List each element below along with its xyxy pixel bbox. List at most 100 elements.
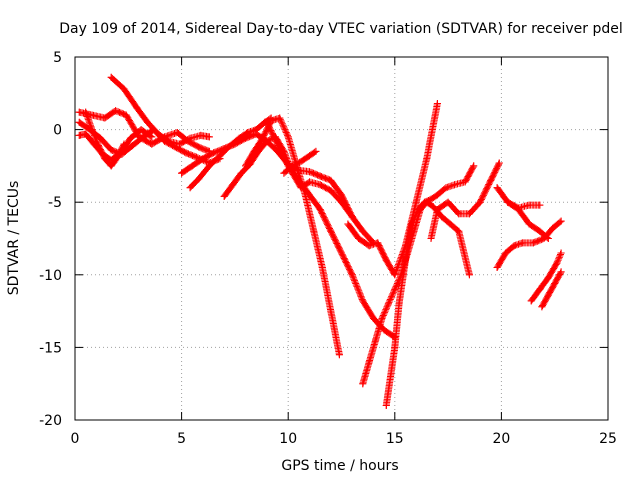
data-marker-trail <box>427 159 503 242</box>
data-point <box>382 401 390 409</box>
data-point <box>259 134 267 142</box>
data-point <box>195 143 203 151</box>
data-point <box>536 285 544 293</box>
data-point <box>382 256 390 264</box>
data-point <box>225 143 233 151</box>
data-point <box>316 181 324 189</box>
data-point <box>391 343 399 351</box>
data-point <box>399 271 407 279</box>
data-point <box>178 169 186 177</box>
data-point <box>551 280 559 288</box>
series-track-19 <box>527 249 565 305</box>
y-tick-label: -10 <box>39 268 62 284</box>
series-track-5 <box>107 73 213 148</box>
data-point <box>327 176 335 184</box>
data-point <box>408 220 416 228</box>
data-point <box>348 271 356 279</box>
series-track-14 <box>382 162 478 409</box>
data-point <box>210 149 218 157</box>
y-tick-label: -20 <box>39 413 62 429</box>
data-point <box>461 178 469 186</box>
data-point <box>94 142 102 150</box>
data-point <box>553 259 561 267</box>
data-point <box>338 191 345 199</box>
data-point <box>316 172 324 180</box>
data-point <box>442 184 450 192</box>
data-point <box>250 147 258 155</box>
data-point <box>107 146 115 154</box>
y-axis-title: SDTVAR / TECUs <box>6 181 22 296</box>
series-track-4 <box>82 108 128 170</box>
data-point <box>186 134 194 142</box>
data-point <box>529 239 537 247</box>
data-point <box>335 351 343 359</box>
x-tick-label: 25 <box>599 431 617 447</box>
data-point <box>280 169 288 177</box>
data-point <box>75 118 83 126</box>
data-point <box>384 300 392 308</box>
x-tick-label: 10 <box>279 431 297 447</box>
data-point <box>355 235 363 242</box>
data-point <box>476 198 484 206</box>
data-point <box>536 227 544 235</box>
data-point <box>274 140 282 148</box>
x-axis: 0 5 10 15 20 25 <box>71 57 617 447</box>
data-point <box>525 201 533 209</box>
data-point <box>276 114 284 122</box>
data-point <box>199 155 207 163</box>
data-point <box>173 129 181 137</box>
data-point <box>229 181 237 189</box>
data-point <box>205 162 213 170</box>
x-axis-title: GPS time / hours <box>281 458 398 474</box>
data-point <box>338 249 345 257</box>
x-tick-label: 15 <box>386 431 404 447</box>
data-point <box>495 159 503 167</box>
data-point <box>288 162 296 170</box>
plot-frame <box>74 56 609 421</box>
data-point <box>538 303 546 311</box>
data-point <box>438 213 446 221</box>
chart-grid <box>75 57 608 420</box>
data-point <box>557 217 565 225</box>
data-point <box>365 358 373 366</box>
data-point <box>75 108 83 116</box>
y-axis: 5 0 -5 -10 -15 -20 <box>39 50 608 429</box>
data-point <box>359 297 367 305</box>
y-tick-label: -15 <box>39 340 62 356</box>
y-tick-label: 0 <box>53 123 62 139</box>
data-point <box>433 99 441 107</box>
data-point <box>372 336 380 344</box>
y-tick-label: 5 <box>53 50 62 66</box>
data-point <box>182 149 190 157</box>
data-point <box>359 380 367 388</box>
data-point <box>148 140 156 148</box>
data-point <box>455 227 463 235</box>
data-point <box>165 137 173 145</box>
data-point <box>220 192 228 200</box>
data-point <box>455 210 463 218</box>
y-tick-label: -5 <box>48 195 62 211</box>
data-point <box>395 300 403 308</box>
data-point <box>318 264 326 272</box>
x-tick-label: 20 <box>492 431 510 447</box>
data-point <box>82 108 90 116</box>
data-point <box>327 227 335 235</box>
data-point <box>510 242 518 250</box>
x-tick-label: 5 <box>177 431 186 447</box>
data-marker-trail <box>359 198 473 388</box>
series-track-13 <box>359 198 473 388</box>
data-point <box>101 155 109 163</box>
data-point <box>143 118 151 126</box>
data-point <box>148 133 156 141</box>
data-point <box>252 126 260 134</box>
data-point <box>107 162 115 170</box>
series-track-12 <box>344 99 441 279</box>
chart-title: Day 109 of 2014, Sidereal Day-to-day VTE… <box>59 21 623 37</box>
data-point <box>369 314 377 322</box>
data-point <box>493 184 501 192</box>
data-point <box>557 268 565 276</box>
data-point <box>344 220 352 228</box>
data-point <box>267 117 275 125</box>
data-point <box>493 264 501 272</box>
data-point <box>316 205 324 213</box>
